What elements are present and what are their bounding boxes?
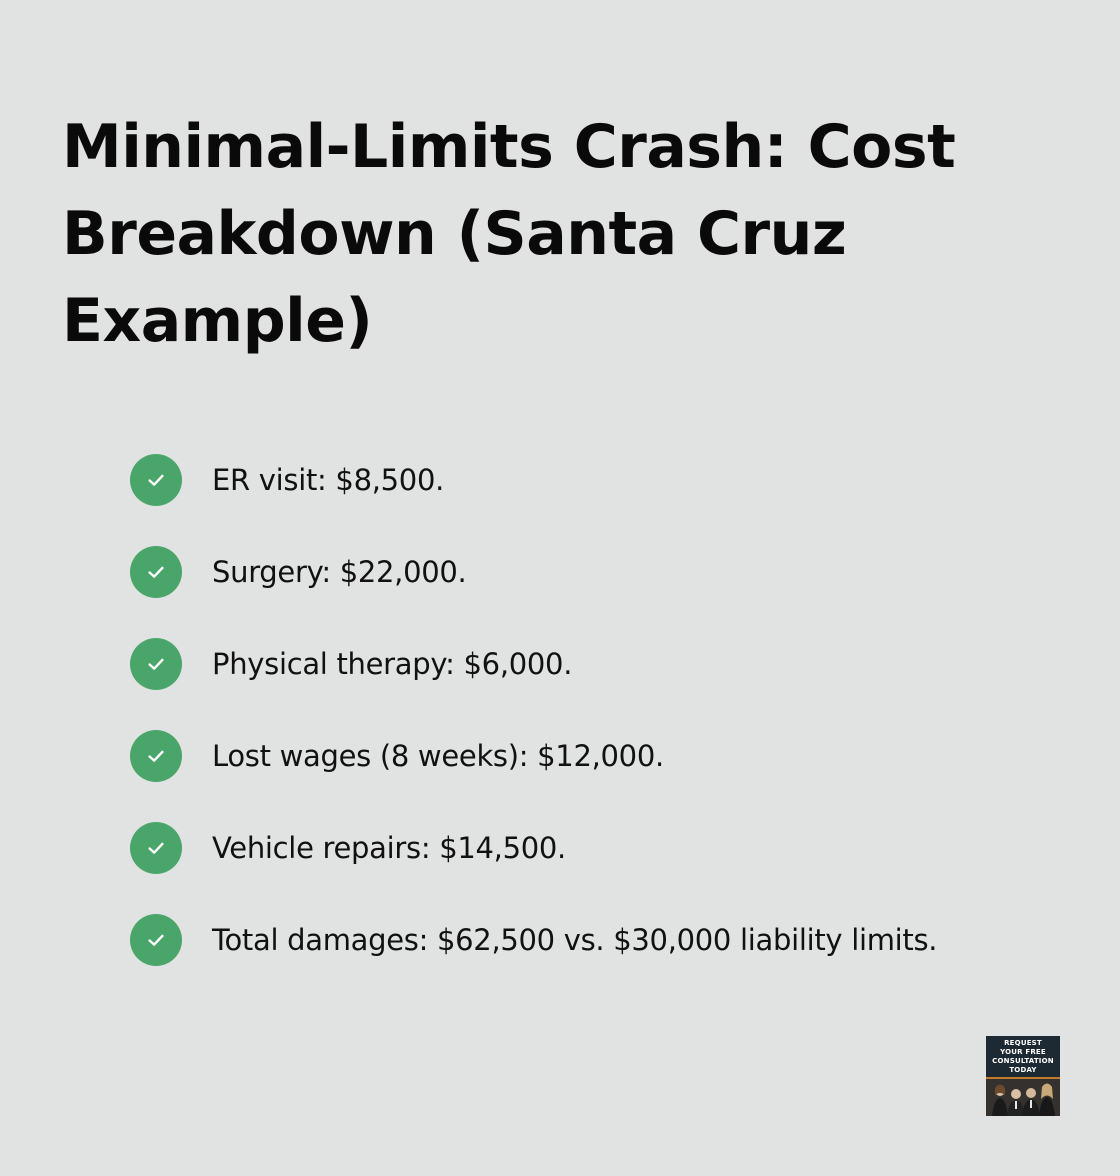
check-icon (130, 454, 182, 506)
cta-line: YOUR FREE (1000, 1048, 1046, 1056)
check-icon (130, 730, 182, 782)
check-icon (130, 914, 182, 966)
list-item-text: Total damages: $62,500 vs. $30,000 liabi… (212, 923, 938, 957)
list-item-text: Vehicle repairs: $14,500. (212, 831, 566, 865)
list-item-text: Physical therapy: $6,000. (212, 647, 573, 681)
cost-list: ER visit: $8,500. Surgery: $22,000. Phys… (130, 454, 938, 1006)
attorneys-photo-icon (986, 1079, 1060, 1116)
cta-line: CONSULTATION (992, 1057, 1054, 1065)
cta-label: REQUEST YOUR FREE CONSULTATION TODAY (986, 1039, 1060, 1075)
check-icon (130, 822, 182, 874)
check-icon (130, 546, 182, 598)
page-title: Minimal-Limits Crash: Cost Breakdown (Sa… (62, 112, 956, 356)
check-icon (130, 638, 182, 690)
list-item-text: Lost wages (8 weeks): $12,000. (212, 739, 664, 773)
cta-line: TODAY (1009, 1066, 1037, 1074)
list-item: Surgery: $22,000. (130, 546, 937, 598)
list-item-text: Surgery: $22,000. (212, 555, 467, 589)
cta-line: REQUEST (1004, 1039, 1042, 1047)
list-item: Physical therapy: $6,000. (130, 638, 937, 690)
cta-accent-band (986, 1077, 1060, 1079)
consultation-cta-button[interactable]: REQUEST YOUR FREE CONSULTATION TODAY (986, 1036, 1060, 1116)
list-item: Vehicle repairs: $14,500. (130, 822, 937, 874)
list-item: ER visit: $8,500. (130, 454, 937, 506)
list-item: Total damages: $62,500 vs. $30,000 liabi… (130, 914, 938, 966)
list-item-text: ER visit: $8,500. (212, 463, 445, 497)
list-item: Lost wages (8 weeks): $12,000. (130, 730, 937, 782)
